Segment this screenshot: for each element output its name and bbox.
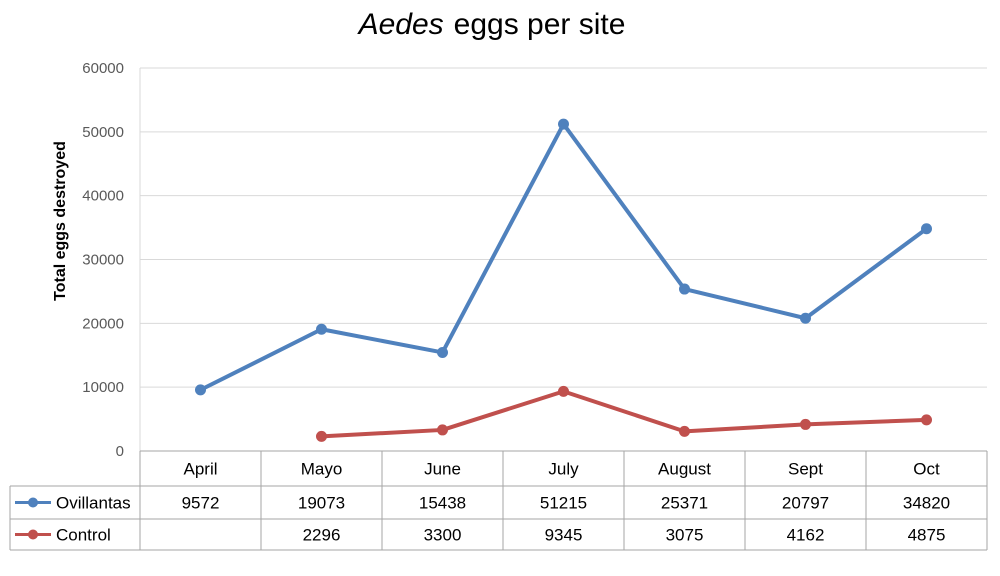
data-cell: 9572 bbox=[182, 494, 220, 513]
data-point bbox=[921, 414, 932, 426]
data-point bbox=[558, 385, 569, 397]
legend-key-marker bbox=[28, 497, 38, 508]
category-label: Mayo bbox=[301, 460, 343, 479]
legend-label: Ovillantas bbox=[56, 494, 131, 513]
data-point bbox=[679, 283, 690, 295]
category-label: June bbox=[424, 460, 461, 479]
y-tick-label: 0 bbox=[116, 443, 124, 460]
data-cell: 51215 bbox=[540, 494, 587, 513]
grid-lines bbox=[139, 67, 987, 451]
data-point bbox=[316, 430, 327, 442]
series-line bbox=[198, 122, 929, 392]
data-cell: 3075 bbox=[666, 526, 704, 545]
data-point bbox=[195, 384, 206, 396]
y-tick-label: 30000 bbox=[82, 252, 124, 269]
data-cell: 4875 bbox=[908, 526, 946, 545]
data-point bbox=[800, 312, 811, 324]
data-cell: 20797 bbox=[782, 494, 829, 513]
series-lines bbox=[195, 118, 932, 442]
chart-title: Aedes eggs per site bbox=[357, 8, 626, 41]
data-cell: 4162 bbox=[787, 526, 825, 545]
legend-key-marker bbox=[28, 529, 38, 540]
series-line bbox=[319, 389, 929, 439]
category-label: Sept bbox=[788, 460, 823, 479]
y-axis-label: Total eggs destroyed bbox=[52, 141, 69, 301]
chart-title-rest: eggs per site bbox=[454, 8, 626, 41]
data-cell: 9345 bbox=[545, 526, 583, 545]
category-label: April bbox=[183, 460, 217, 479]
y-axis-ticks: 0 10000 20000 30000 40000 50000 60000 bbox=[82, 60, 124, 460]
data-cell: 3300 bbox=[424, 526, 462, 545]
chart-title-italic: Aedes bbox=[357, 8, 444, 41]
data-cell: 34820 bbox=[903, 494, 950, 513]
category-label: July bbox=[548, 460, 579, 479]
data-point bbox=[437, 424, 448, 436]
data-cell: 19073 bbox=[298, 494, 345, 513]
y-tick-label: 40000 bbox=[82, 188, 124, 205]
data-point bbox=[316, 323, 327, 335]
data-cell: 15438 bbox=[419, 494, 466, 513]
data-point bbox=[437, 346, 448, 358]
data-point bbox=[921, 223, 932, 235]
data-point bbox=[800, 418, 811, 430]
data-cell: 2296 bbox=[303, 526, 341, 545]
category-label: Oct bbox=[913, 460, 940, 479]
category-label: August bbox=[658, 460, 711, 479]
data-cell: 25371 bbox=[661, 494, 708, 513]
y-tick-label: 60000 bbox=[82, 60, 124, 77]
y-tick-label: 50000 bbox=[82, 124, 124, 141]
y-tick-label: 20000 bbox=[82, 315, 124, 332]
data-table: April Mayo June July August Sept Oct Ovillantas… bbox=[9, 450, 988, 551]
data-point bbox=[679, 425, 690, 437]
data-point bbox=[558, 118, 569, 130]
legend-label: Control bbox=[56, 526, 111, 545]
y-tick-label: 10000 bbox=[82, 379, 124, 396]
